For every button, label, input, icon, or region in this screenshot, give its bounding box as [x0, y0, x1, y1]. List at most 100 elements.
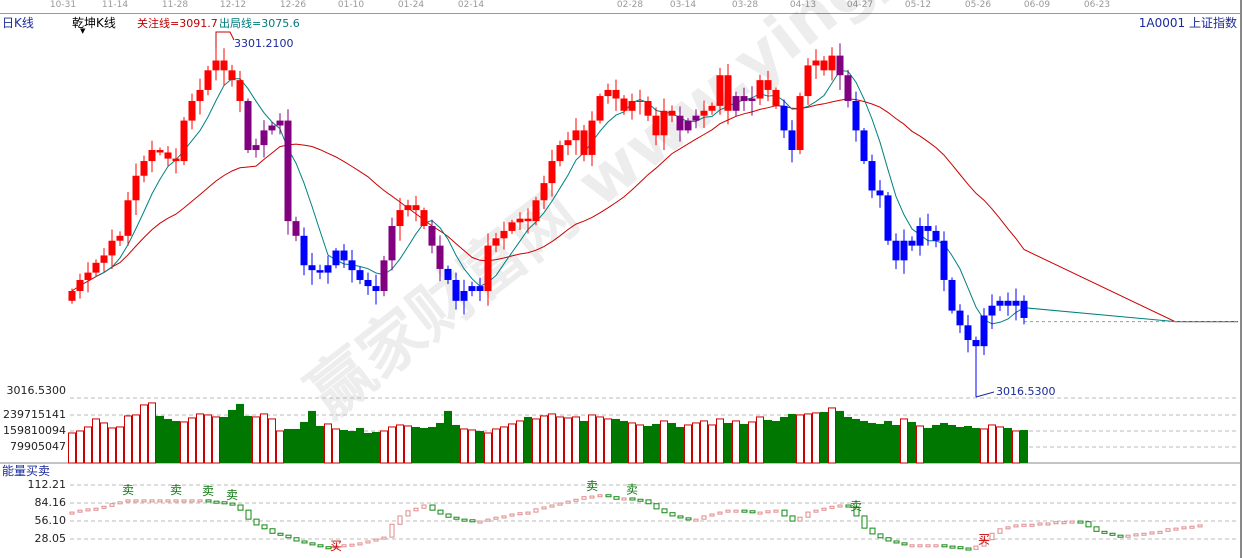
- energy-mark: [973, 545, 979, 550]
- energy-mark: [613, 496, 620, 500]
- volume-bar: [652, 423, 660, 463]
- candle-body: [660, 110, 668, 136]
- candle-body: [116, 235, 124, 241]
- energy-mark: [125, 499, 131, 503]
- energy-mark: [1173, 527, 1179, 531]
- candle-body: [92, 262, 100, 273]
- energy-mark: [861, 515, 868, 529]
- candle-body: [188, 100, 196, 121]
- energy-mark: [205, 499, 212, 503]
- candle-body: [180, 120, 188, 162]
- candle-body: [212, 60, 220, 71]
- energy-mark: [389, 523, 395, 538]
- candle-body: [436, 245, 444, 269]
- energy-mark: [1085, 521, 1092, 528]
- energy-mark: [245, 509, 252, 520]
- symbol-label: 1A0001 上证指数: [1138, 16, 1237, 30]
- volume-bar: [724, 422, 732, 463]
- volume-bar: [684, 424, 692, 464]
- energy-mark: [853, 506, 860, 517]
- period-label[interactable]: 日K线: [2, 16, 34, 30]
- energy-mark: [685, 517, 692, 521]
- volume-bar: [188, 417, 196, 464]
- volume-bar: [532, 418, 540, 464]
- energy-mark: [197, 499, 203, 503]
- energy-mark: [869, 527, 876, 535]
- candle-body: [876, 190, 884, 196]
- energy-mark: [805, 511, 811, 518]
- volume-bar: [220, 416, 228, 463]
- volume-bar: [420, 427, 428, 463]
- candle-body: [780, 105, 788, 131]
- energy-mark: [1061, 521, 1067, 525]
- candle-body: [460, 290, 468, 301]
- volume-bar: [156, 415, 164, 463]
- candle-body: [788, 130, 796, 151]
- volume-bar: [644, 425, 652, 463]
- volume-bar: [340, 429, 348, 463]
- energy-mark: [189, 499, 195, 503]
- energy-mark: [845, 504, 852, 508]
- energy-mark: [365, 540, 371, 544]
- sell-signal: 卖: [226, 488, 238, 502]
- candle-body: [756, 80, 764, 99]
- volume-bar: [964, 425, 972, 463]
- sell-signal: 卖: [122, 483, 134, 497]
- volume-bar: [332, 428, 340, 464]
- volume-bar: [876, 423, 884, 463]
- energy-mark: [1077, 520, 1084, 524]
- volume-bar: [412, 426, 420, 463]
- energy-mark: [341, 544, 347, 548]
- volume-bar: [588, 414, 596, 464]
- volume-bar: [100, 422, 108, 464]
- energy-mark: [957, 546, 964, 550]
- energy-mark: [901, 542, 908, 546]
- energy-mark: [1029, 523, 1035, 527]
- volume-top-label: 3016.5300: [6, 384, 67, 397]
- candle-body: [236, 80, 244, 101]
- energy-mark: [317, 544, 324, 548]
- volume-bar: [628, 422, 636, 464]
- energy-mark: [693, 518, 699, 522]
- energy-mark: [1189, 525, 1195, 529]
- energy-mark: [1157, 530, 1163, 534]
- energy-mark: [565, 500, 571, 504]
- volume-bar: [556, 416, 564, 464]
- date-tick: 04-13: [789, 0, 817, 10]
- volume-bar: [924, 427, 932, 463]
- date-tick: 12-26: [279, 0, 307, 10]
- volume-bar: [812, 412, 820, 464]
- volume-bar: [548, 413, 556, 464]
- date-tick: 03-14: [669, 0, 697, 10]
- volume-bar: [940, 422, 948, 463]
- volume-bar: [508, 423, 516, 464]
- volume-bar: [884, 420, 892, 463]
- energy-mark: [781, 509, 788, 517]
- volume-axis-label: 159810094: [3, 424, 66, 437]
- candle-body: [628, 100, 636, 111]
- date-tick: 05-26: [964, 0, 992, 10]
- date-axis: 10-31 11-14 11-28 12-12 12-26 01-10 01-24 02-14…: [0, 0, 1240, 14]
- candle-body: [244, 100, 252, 151]
- energy-mark: [429, 504, 436, 511]
- energy-mark: [261, 524, 268, 530]
- energy-mark: [141, 499, 147, 503]
- indicator-selector[interactable]: 乾坤K线 ▼: [72, 14, 116, 35]
- energy-mark: [493, 516, 499, 520]
- energy-mark: [813, 509, 819, 513]
- candle-body: [1012, 300, 1020, 306]
- dropdown-arrow-icon[interactable]: ▼: [80, 27, 86, 35]
- energy-axis-label: 56.10: [34, 514, 67, 527]
- candle-body: [740, 96, 748, 101]
- energy-mark: [1197, 524, 1203, 528]
- volume-bar: [92, 418, 100, 464]
- volume-bar: [372, 431, 380, 463]
- energy-mark: [677, 515, 684, 519]
- volume-bar: [900, 418, 908, 464]
- volume-bar: [764, 419, 772, 463]
- candle-body: [1020, 300, 1028, 318]
- energy-mark: [157, 499, 163, 503]
- energy-mark: [629, 497, 636, 501]
- date-tick: 06-09: [1023, 0, 1051, 10]
